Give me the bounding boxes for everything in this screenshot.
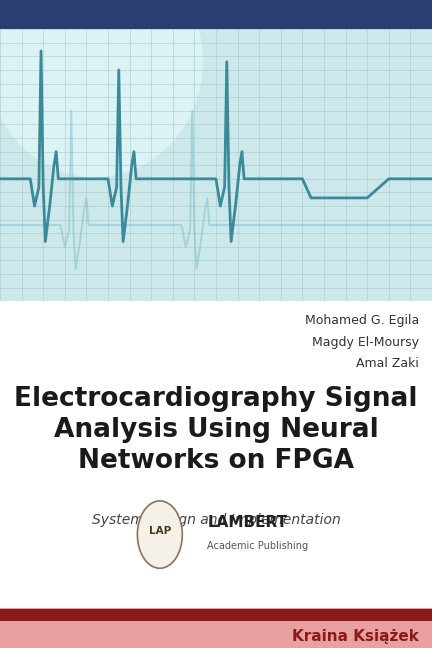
Ellipse shape [0,0,203,178]
Text: LAP: LAP [149,526,171,536]
Text: System Design and Implementation: System Design and Implementation [92,513,340,527]
Text: Mohamed G. Egila: Mohamed G. Egila [305,314,419,327]
Text: LAMBERT: LAMBERT [207,515,287,531]
Text: Magdy El-Moursy: Magdy El-Moursy [312,336,419,349]
Text: Amal Zaki: Amal Zaki [356,357,419,370]
Text: Academic Publishing: Academic Publishing [207,541,308,551]
FancyBboxPatch shape [0,0,432,29]
FancyBboxPatch shape [0,301,432,648]
FancyBboxPatch shape [0,609,432,621]
Text: Kraina Książek: Kraina Książek [292,629,419,644]
FancyBboxPatch shape [0,29,432,301]
FancyBboxPatch shape [0,608,432,648]
Text: Electrocardiography Signal
Analysis Using Neural
Networks on FPGA: Electrocardiography Signal Analysis Usin… [14,386,418,474]
Circle shape [137,501,182,568]
